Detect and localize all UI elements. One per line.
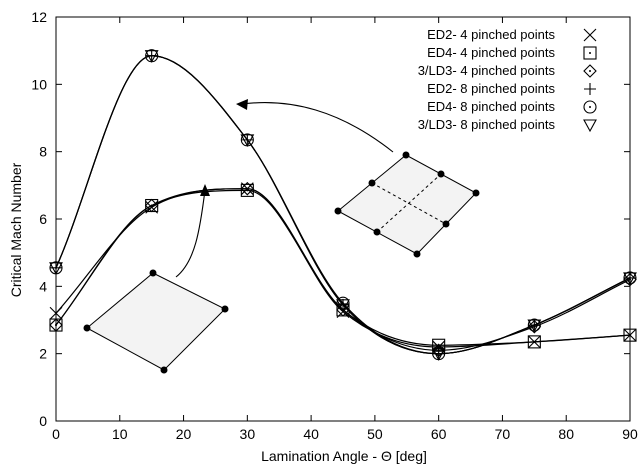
pinched-point — [442, 220, 450, 228]
x-axis-title: Lamination Angle - Θ [deg] — [261, 448, 427, 464]
x-tick-label: 60 — [431, 426, 447, 442]
data-point — [240, 183, 254, 197]
legend-label: 3/LD3- 8 pinched points — [418, 117, 556, 132]
y-axis-title: Critical Mach Number — [8, 162, 24, 297]
legend: ED2- 4 pinched points ED4- 4 pinched poin… — [418, 27, 597, 133]
data-point — [144, 198, 159, 213]
arrowhead — [200, 184, 210, 196]
legend-label: ED2- 8 pinched points — [427, 81, 555, 96]
x-tick-label: 80 — [558, 426, 574, 442]
y-tick-label: 2 — [39, 346, 47, 362]
x-tick-label: 50 — [367, 426, 383, 442]
pinched-point — [373, 228, 381, 236]
legend-marker-x — [583, 28, 597, 42]
y-tick-label: 10 — [31, 76, 47, 92]
legend-marker-triangle-down — [583, 119, 597, 133]
arrow-8-points — [241, 102, 394, 153]
y-tick-label: 6 — [39, 211, 47, 227]
legend-label: ED4- 8 pinched points — [427, 99, 555, 114]
pinched-point — [368, 179, 376, 187]
series-line-5 — [55, 55, 631, 355]
legend-label: ED2- 4 pinched points — [427, 27, 555, 42]
data-point — [431, 348, 446, 361]
pinched-point — [221, 305, 229, 313]
arrowhead — [236, 99, 248, 110]
data-point — [144, 50, 159, 63]
x-tick-label: 0 — [52, 426, 60, 442]
legend-label: ED4- 4 pinched points — [427, 45, 555, 60]
x-tick-label: 20 — [176, 426, 192, 442]
legend-marker-diamond — [583, 64, 597, 78]
plate-insets — [83, 99, 480, 374]
x-tick-label: 30 — [240, 426, 256, 442]
data-point — [240, 134, 255, 148]
y-tick-label: 8 — [39, 144, 47, 160]
legend-marker-square — [583, 46, 597, 60]
legend-marker-circle — [583, 100, 597, 114]
x-tick-label: 40 — [303, 426, 319, 442]
pinched-point — [83, 324, 91, 332]
data-point — [336, 299, 350, 312]
data-point — [336, 296, 350, 310]
pinched-point — [437, 170, 445, 178]
arrow-4-points — [175, 189, 206, 278]
data-point — [240, 181, 255, 196]
pinched-point — [402, 151, 410, 159]
data-point — [527, 319, 542, 333]
pinched-point — [472, 189, 480, 197]
y-tick-label: 0 — [39, 413, 47, 429]
y-tick-label: 4 — [39, 278, 47, 294]
pinched-point — [149, 269, 157, 277]
plate-8-points — [337, 154, 477, 255]
pinched-point — [160, 366, 168, 374]
data-point — [527, 335, 541, 349]
legend-marker-plus — [584, 83, 596, 95]
x-tick-label: 70 — [495, 426, 511, 442]
plate-divider — [371, 173, 447, 233]
y-tick-label: 12 — [31, 9, 47, 25]
x-tick-label: 10 — [112, 426, 128, 442]
plate-4-points — [86, 272, 226, 371]
x-tick-label: 90 — [622, 426, 638, 442]
legend-label: 3/LD3- 4 pinched points — [418, 63, 556, 78]
pinched-point — [413, 250, 421, 258]
pinched-point — [334, 207, 342, 215]
axes: 0 10 20 30 40 50 60 70 80 90 0 2 4 6 8 10 12 — [31, 9, 638, 442]
